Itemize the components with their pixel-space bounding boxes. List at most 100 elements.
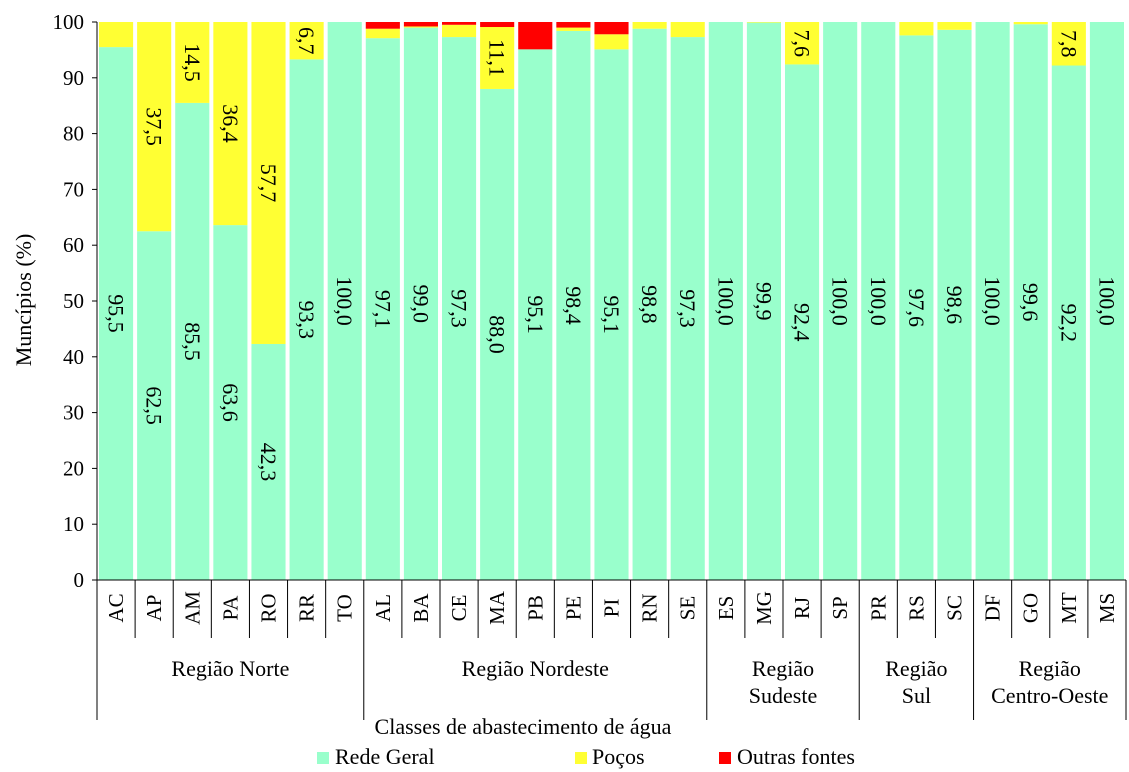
y-tick-label: 0 bbox=[74, 568, 85, 592]
group-label-regiao-centro-oeste: Região Centro-Oeste bbox=[991, 656, 1108, 708]
legend-item-pocos: Poços bbox=[575, 744, 645, 769]
legend-swatch-outras-fontes bbox=[719, 752, 731, 764]
group-label-regiao-nordeste: Região Nordeste bbox=[462, 656, 609, 681]
bar-pocos-ap bbox=[137, 22, 172, 232]
data-label-pocos-mt: 7,8 bbox=[1056, 30, 1081, 58]
legend-label-rede-geral: Rede Geral bbox=[335, 744, 435, 769]
bar-rede-geral-mg bbox=[746, 22, 781, 581]
data-label-pocos-pa: 36,4 bbox=[218, 104, 243, 143]
bar-outras-fontes-pb bbox=[518, 22, 553, 50]
bar-pocos-ce bbox=[442, 24, 477, 38]
x-tick-label-al: AL bbox=[371, 594, 395, 622]
bar-pocos-se bbox=[670, 22, 705, 38]
group-label-line: Região bbox=[885, 656, 947, 681]
bar-rede-geral-rr bbox=[289, 59, 324, 580]
x-tick-label-rn: RN bbox=[638, 593, 662, 622]
x-tick-label-mt: MT bbox=[1057, 592, 1081, 624]
bars-layer bbox=[99, 22, 1124, 581]
bar-pocos-go bbox=[1013, 22, 1048, 25]
data-label-rede-geral-sp: 100,0 bbox=[828, 276, 853, 326]
bar-outras-fontes-pi bbox=[594, 22, 629, 35]
data-label-rede-geral-es: 100,0 bbox=[713, 276, 738, 326]
data-label-rede-geral-ms: 100,0 bbox=[1094, 276, 1119, 326]
data-label-rede-geral-ba: 99,0 bbox=[408, 285, 433, 324]
x-tick-label-pb: PB bbox=[523, 595, 547, 621]
bar-pocos-ro bbox=[251, 22, 286, 344]
legend-swatch-pocos bbox=[575, 752, 587, 764]
y-tick-label: 30 bbox=[63, 401, 84, 425]
bar-pocos-ma bbox=[480, 27, 515, 89]
bar-rede-geral-ce bbox=[442, 37, 477, 580]
bar-pocos-sc bbox=[937, 22, 972, 30]
y-tick-label: 70 bbox=[63, 177, 84, 201]
data-label-rede-geral-ce: 97,3 bbox=[447, 289, 472, 328]
data-label-pocos-ro: 57,7 bbox=[256, 164, 281, 203]
bar-rede-geral-se bbox=[670, 37, 705, 580]
bar-rede-geral-ms bbox=[1089, 22, 1124, 580]
x-tick-label-rj: RJ bbox=[790, 597, 814, 619]
legend-label-outras-fontes: Outras fontes bbox=[737, 744, 855, 769]
bar-pocos-pi bbox=[594, 34, 629, 50]
bar-rede-geral-pb bbox=[518, 49, 553, 580]
x-tick-label-ms: MS bbox=[1095, 593, 1119, 623]
x-tick-label-rs: RS bbox=[904, 595, 928, 621]
x-tick-label-mg: MG bbox=[752, 591, 776, 625]
bar-pocos-pa bbox=[213, 22, 248, 226]
data-label-rede-geral-rj: 92,4 bbox=[790, 303, 815, 342]
bar-rede-geral-rj bbox=[785, 64, 820, 580]
bar-pocos-pe bbox=[556, 27, 591, 31]
bar-pocos-rj bbox=[785, 22, 820, 65]
bar-rede-geral-ro bbox=[251, 343, 286, 580]
data-label-rede-geral-rs: 97,6 bbox=[904, 288, 929, 327]
y-tick-label: 80 bbox=[63, 122, 84, 146]
group-label-line: Região bbox=[1019, 656, 1081, 681]
x-axis-label: Classes de abastecimento de água bbox=[375, 714, 672, 739]
group-label-line: Centro-Oeste bbox=[991, 683, 1108, 708]
data-label-rede-geral-pe: 98,4 bbox=[561, 286, 586, 325]
y-tick-label: 100 bbox=[53, 10, 85, 34]
data-label-rede-geral-mg: 99,9 bbox=[751, 282, 776, 321]
data-label-rede-geral-pi: 95,1 bbox=[599, 295, 624, 334]
x-tick-label-pe: PE bbox=[561, 596, 585, 621]
bar-outras-fontes-ce bbox=[442, 22, 477, 25]
x-tick-label-rr: RR bbox=[295, 594, 319, 622]
data-label-pocos-rj: 7,6 bbox=[790, 29, 815, 57]
legend: Rede Geral Poços Outras fontes bbox=[317, 744, 855, 769]
data-label-pocos-am: 14,5 bbox=[180, 43, 205, 82]
x-tick-label-go: GO bbox=[1019, 593, 1043, 623]
bar-rede-geral-pe bbox=[556, 30, 591, 581]
bar-rede-geral-pa bbox=[213, 225, 248, 581]
x-tick-label-sp: SP bbox=[828, 596, 852, 619]
group-labels-layer: Região Norte Região Nordeste Região Sudeste… bbox=[96, 638, 1127, 720]
x-tick-label-pa: PA bbox=[218, 595, 242, 621]
group-label-regiao-sudeste: Região Sudeste bbox=[749, 656, 817, 708]
x-tick-label-es: ES bbox=[714, 596, 738, 621]
bar-rede-geral-al bbox=[365, 38, 400, 581]
bar-labels-layer: 95,5 62,5 37,5 85,5 14,5 63,6 36,4 42,3 57,7 93,3… bbox=[104, 27, 1120, 481]
x-tick-label-pr: PR bbox=[866, 595, 890, 621]
bar-pocos-rn bbox=[632, 22, 667, 29]
y-tick-label: 20 bbox=[63, 456, 84, 480]
bar-rede-geral-mt bbox=[1051, 65, 1086, 580]
data-label-rede-geral-rn: 98,8 bbox=[637, 285, 662, 324]
y-axis-label: Muncípios (%) bbox=[11, 234, 36, 367]
y-tick-label: 40 bbox=[63, 345, 84, 369]
bar-outras-fontes-ma bbox=[480, 22, 515, 28]
x-tick-label-ma: MA bbox=[485, 590, 509, 625]
data-label-rede-geral-sc: 98,6 bbox=[942, 286, 967, 325]
bar-pocos-mt bbox=[1051, 22, 1086, 66]
bar-rede-geral-go bbox=[1013, 24, 1048, 581]
bar-rede-geral-pi bbox=[594, 49, 629, 580]
data-label-pocos-ma: 11,1 bbox=[485, 39, 510, 77]
data-label-pocos-ap: 37,5 bbox=[142, 107, 167, 146]
data-label-rede-geral-to: 100,0 bbox=[332, 276, 357, 326]
data-label-rede-geral-am: 85,5 bbox=[180, 322, 205, 361]
group-label-line: Região bbox=[752, 656, 814, 681]
x-tick-label-ap: AP bbox=[142, 595, 166, 622]
bar-rede-geral-es bbox=[708, 22, 743, 580]
x-tick-label-ba: BA bbox=[409, 593, 433, 623]
data-label-rede-geral-ac: 95,5 bbox=[104, 294, 129, 333]
legend-label-pocos: Poços bbox=[592, 744, 645, 769]
group-label-regiao-norte: Região Norte bbox=[171, 656, 289, 681]
